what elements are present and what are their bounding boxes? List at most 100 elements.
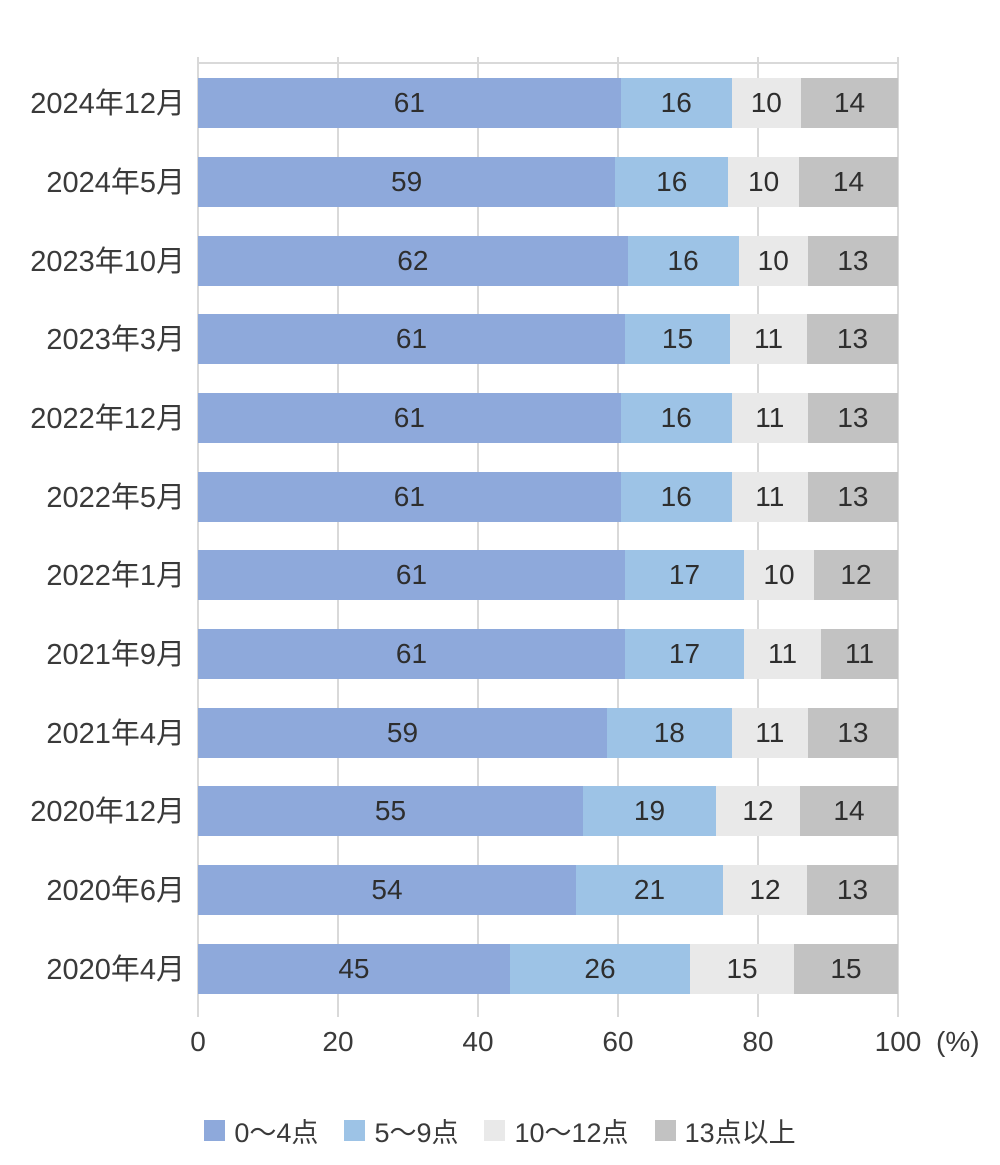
bar-segment: 10 [744, 550, 814, 601]
stacked-bar: 59 16 10 14 [198, 157, 898, 207]
bar-segment: 13 [807, 314, 898, 365]
bar-segment: 62 [198, 235, 628, 286]
bar-value-label: 17 [668, 638, 701, 670]
bar-segment: 12 [723, 865, 807, 916]
bar-segment: 11 [744, 629, 821, 680]
category-label: 2023年3月 [46, 324, 185, 357]
bar-segment: 13 [807, 393, 898, 444]
bar-segment: 10 [738, 235, 808, 286]
bar-value-label: 11 [755, 402, 785, 434]
bar-value-label: 26 [584, 952, 616, 984]
bar-value-label: 12 [840, 559, 872, 591]
category-label: 2021年4月 [46, 717, 185, 750]
bar-segment: 17 [625, 550, 744, 601]
x-axis: (%) 0 20 40 60 80 100 [0, 1026, 1000, 1066]
bar-value-label: 61 [395, 638, 428, 670]
x-tick-label: 40 [462, 1026, 494, 1057]
bar-segment: 14 [800, 786, 898, 837]
bar-value-label: 13 [836, 323, 869, 355]
bar-value-label: 61 [395, 559, 428, 591]
category-label: 2021年9月 [46, 639, 185, 672]
bar-segment: 11 [821, 629, 898, 680]
bar-value-label: 16 [660, 402, 692, 434]
chart-legend: 0～4点 5～9点 10～12点 13点以上 [0, 1112, 1000, 1148]
category-label: 2024年5月 [46, 167, 185, 199]
bar-value-label: 11 [755, 716, 785, 748]
category-label: 2022年1月 [46, 560, 185, 593]
x-tick-label: 0 [190, 1026, 206, 1057]
bar-row: 61 17 11 11 [198, 615, 898, 694]
bar-value-label: 13 [837, 480, 869, 512]
stacked-bar: 61 17 11 11 [198, 629, 898, 680]
legend-label: 13点以上 [684, 1117, 796, 1148]
stacked-bar: 55 19 12 14 [198, 786, 898, 837]
gridline [337, 57, 339, 1017]
bar-segment: 55 [198, 786, 583, 837]
stacked-bar: 59 18 11 13 [198, 707, 898, 758]
bar-row: 61 16 11 13 [198, 379, 898, 458]
bar-value-label: 10 [757, 244, 789, 276]
bar-value-label: 13 [837, 716, 869, 748]
bar-value-label: 10 [750, 87, 782, 119]
x-axis-unit-label: (%) [936, 1026, 980, 1057]
bar-segment: 61 [198, 78, 621, 129]
stacked-bar: 61 15 11 13 [198, 314, 898, 365]
gridline [197, 57, 199, 1017]
bar-segment: 19 [583, 786, 716, 837]
bar-row: 59 16 10 14 [198, 143, 898, 222]
bar-row: 61 17 10 12 [198, 536, 898, 615]
bar-value-label: 59 [391, 166, 423, 197]
bar-segment: 13 [807, 707, 898, 758]
bar-row: 61 16 11 13 [198, 457, 898, 536]
category-label: 2023年10月 [30, 245, 185, 278]
bar-segment: 15 [794, 943, 898, 994]
bar-segment: 13 [807, 471, 898, 522]
bar-segment: 15 [690, 943, 795, 994]
bar-value-label: 19 [633, 795, 666, 827]
bar-value-label: 14 [833, 87, 866, 119]
bar-value-label: 16 [660, 480, 692, 512]
stacked-bar: 54 21 12 13 [198, 865, 898, 916]
bar-value-label: 21 [633, 874, 666, 906]
category-label: 2022年5月 [46, 481, 185, 514]
bar-value-label: 11 [753, 323, 784, 355]
bar-row: 54 21 12 13 [198, 851, 898, 930]
bar-row: 61 15 11 13 [198, 300, 898, 379]
stacked-bar: 61 17 10 12 [198, 550, 898, 601]
stacked-bar: 62 16 10 13 [198, 235, 898, 286]
bar-value-label: 16 [656, 166, 688, 197]
category-label: 2020年12月 [30, 796, 185, 829]
legend-item: 5～9点 [344, 1111, 458, 1150]
gridline [477, 57, 479, 1017]
bar-value-label: 54 [371, 874, 403, 906]
bar-value-label: 61 [393, 402, 425, 434]
bar-row: 45 26 15 15 [198, 929, 898, 1008]
gridline [897, 57, 899, 1017]
bar-segment: 15 [625, 314, 730, 365]
bar-segment: 14 [800, 78, 898, 129]
bar-segment: 26 [509, 943, 691, 994]
bar-segment: 17 [625, 629, 744, 680]
bar-row: 59 18 11 13 [198, 693, 898, 772]
bar-value-label: 55 [374, 795, 407, 827]
bar-value-label: 61 [395, 323, 428, 355]
bar-value-label: 59 [386, 716, 419, 748]
gridline [617, 57, 619, 1017]
bar-segment: 13 [807, 865, 898, 916]
bar-segment: 10 [731, 78, 801, 129]
bar-segment: 61 [198, 393, 621, 444]
category-label: 2020年4月 [46, 953, 185, 986]
bar-segment: 59 [198, 157, 616, 207]
gridlines-layer [197, 57, 899, 1017]
bar-value-label: 15 [726, 952, 758, 984]
bar-value-label: 11 [767, 638, 798, 670]
bar-value-label: 10 [763, 559, 795, 591]
bar-segment: 54 [198, 865, 576, 916]
legend-label: 5～9点 [374, 1117, 459, 1148]
x-tick-label: 100 [874, 1026, 922, 1057]
stacked-bar: 61 16 11 13 [198, 393, 898, 444]
bar-segment: 11 [730, 314, 807, 365]
bar-segment: 12 [814, 550, 898, 601]
bar-row: 61 16 10 14 [198, 64, 898, 143]
legend-swatch-icon [654, 1119, 676, 1141]
